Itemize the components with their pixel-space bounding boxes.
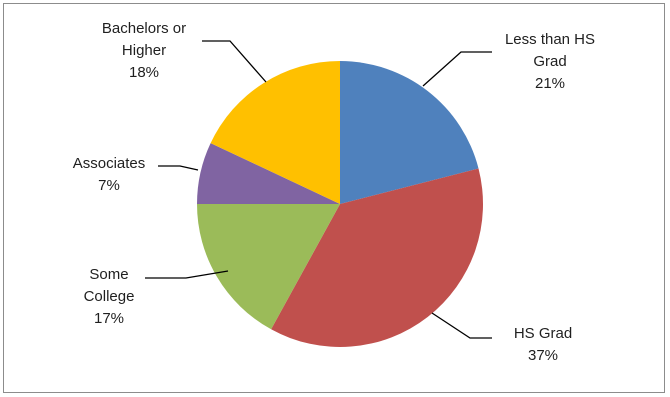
pie-slice-less-than-hs-grad [340, 61, 479, 204]
pie-slice-associates [197, 143, 340, 204]
leader-line-some-college [145, 270, 229, 279]
pie-slice-bachelors-or-higher [210, 61, 340, 204]
data-label-category: Some [89, 266, 128, 283]
data-label-some-college: Some College 17% [84, 266, 135, 327]
leader-line-bachelors-or-higher [202, 40, 267, 83]
data-label-category: HS Grad [514, 325, 572, 342]
data-labels: Less than HS Grad 21% HS Grad 37% Some College… [73, 20, 595, 364]
data-label-percent: 37% [528, 347, 558, 364]
data-label-category: Associates [73, 155, 146, 172]
data-label-less-than-hs-grad: Less than HS Grad 21% [505, 31, 595, 92]
data-label-category: Grad [533, 53, 566, 70]
data-label-hs-grad: HS Grad 37% [514, 325, 572, 364]
leader-line-less-than-hs-grad [422, 51, 492, 87]
data-label-category: Bachelors or [102, 20, 186, 37]
data-label-category: Less than HS [505, 31, 595, 48]
pie-slice-some-college [197, 204, 340, 330]
pie-slice-hs-grad [271, 168, 484, 347]
data-label-percent: 18% [129, 64, 159, 81]
data-label-category: College [84, 288, 135, 305]
leader-lines [145, 40, 492, 339]
leader-line-hs-grad [431, 312, 492, 339]
leader-line-associates [158, 165, 199, 171]
data-label-percent: 21% [535, 75, 565, 92]
data-label-percent: 17% [94, 310, 124, 327]
data-label-percent: 7% [98, 177, 120, 194]
data-label-category: Higher [122, 42, 166, 59]
data-label-bachelors-or-higher: Bachelors or Higher 18% [102, 20, 186, 81]
pie-slices [197, 61, 484, 347]
data-label-associates: Associates 7% [73, 155, 146, 194]
